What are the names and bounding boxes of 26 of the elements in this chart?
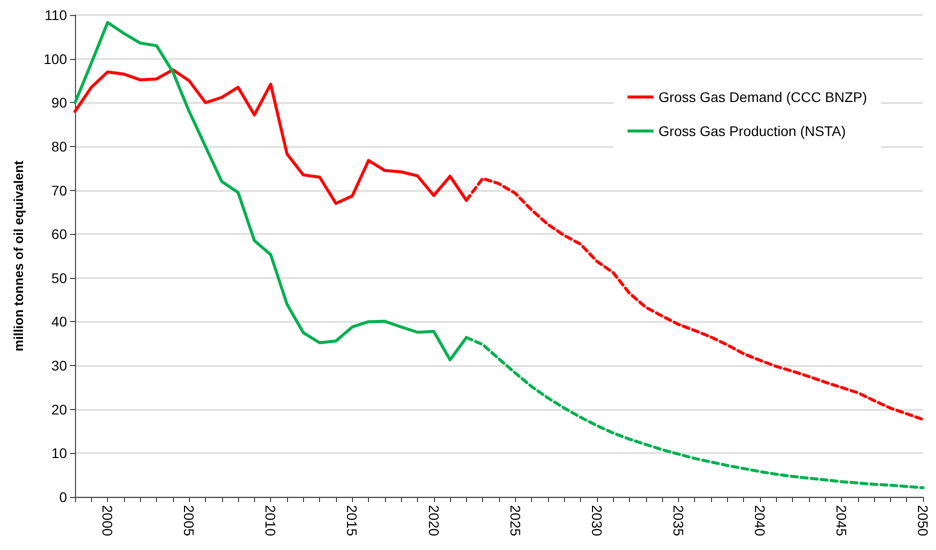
x-tick-label: 2045: [833, 505, 850, 536]
x-tick-label: 2050: [915, 505, 931, 536]
y-tick-label: 30: [51, 358, 68, 374]
y-tick-label: 50: [51, 270, 68, 286]
y-tick-label: 0: [59, 489, 68, 505]
x-tick-label: 2040: [752, 505, 768, 536]
legend-label: Gross Gas Demand (CCC BNZP): [658, 89, 867, 105]
y-tick-label: 60: [51, 226, 68, 242]
x-tick-label: 2025: [507, 505, 524, 536]
x-tick-label: 2015: [344, 505, 360, 536]
x-tick-label: 2005: [181, 505, 198, 536]
x-tick-label: 2000: [100, 505, 116, 536]
y-tick-label: 80: [51, 138, 68, 154]
x-tick-label: 2010: [262, 505, 279, 536]
y-tick-label: 70: [51, 182, 68, 198]
y-tick-label: 40: [51, 314, 68, 330]
x-tick-label: 2035: [670, 505, 686, 536]
y-tick-label: 110: [44, 7, 68, 23]
x-tick-label: 2020: [426, 505, 442, 536]
y-axis-title: million tonnes of oil equivalent: [11, 160, 26, 352]
y-tick-label: 100: [44, 50, 68, 67]
x-tick-label: 2030: [588, 505, 605, 536]
y-tick-label: 90: [51, 94, 68, 111]
y-tick-label: 10: [51, 445, 68, 462]
y-tick-label: 20: [51, 401, 68, 418]
legend-label: Gross Gas Production (NSTA): [658, 123, 846, 139]
